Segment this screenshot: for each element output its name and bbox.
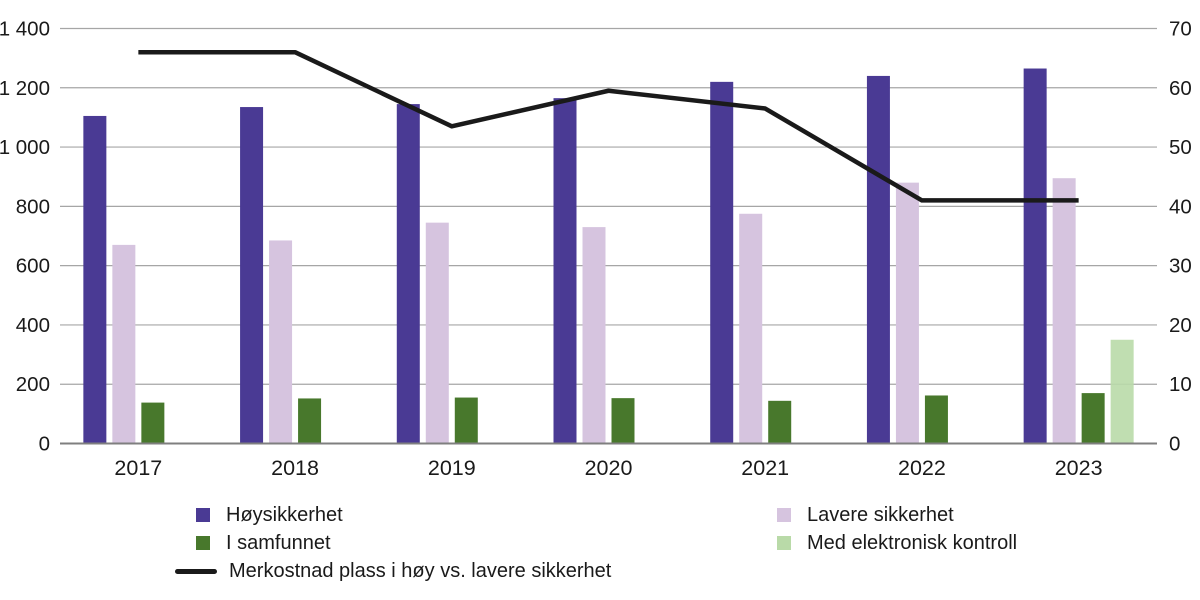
bar [240, 107, 264, 444]
line-series [138, 49, 1079, 203]
bar [768, 400, 792, 444]
legend-swatch-elektronisk-kontroll [777, 536, 791, 550]
right-axis-tick-label: 10 [1169, 373, 1192, 396]
bar [112, 244, 136, 444]
bar [1023, 68, 1047, 444]
bar [611, 398, 635, 444]
legend-column-left: Høysikkerhet I samfunnet Merkostnad plas… [175, 503, 612, 587]
right-axis-tick-label: 70 [1169, 18, 1192, 41]
bar [83, 115, 107, 444]
right-axis-tick-label: 20 [1169, 314, 1192, 337]
bar [1110, 339, 1134, 444]
legend-swatch-lavere-sikkerhet [777, 508, 791, 522]
left-axis-tick-label: 0 [39, 433, 50, 456]
bar [1081, 393, 1105, 444]
bar [141, 402, 165, 444]
right-axis-tick-label: 60 [1169, 77, 1192, 100]
x-axis-label: 2018 [271, 456, 319, 480]
x-axis-label: 2019 [428, 456, 476, 480]
x-axis-label: 2022 [898, 456, 946, 480]
left-axis-tick-label: 400 [16, 314, 50, 337]
bar [582, 227, 606, 444]
legend-label-lavere-sikkerhet: Lavere sikkerhet [807, 504, 954, 526]
x-axis-label: 2023 [1055, 456, 1103, 480]
bar [396, 104, 420, 444]
legend-item-elektronisk-kontroll: Med elektronisk kontroll [777, 531, 1017, 555]
x-axis-label: 2017 [114, 456, 162, 480]
left-axis-tick-label: 200 [16, 373, 50, 396]
legend-item-i-samfunnet: I samfunnet [196, 531, 611, 555]
right-axis-tick-label: 40 [1169, 195, 1192, 218]
legend-item-hoysikkerhet: Høysikkerhet [196, 503, 611, 527]
chart-legend: Høysikkerhet I samfunnet Merkostnad plas… [0, 503, 1200, 595]
bar [298, 398, 322, 444]
bar [739, 213, 763, 444]
left-axis-tick-label: 1 400 [0, 18, 50, 41]
legend-label-elektronisk-kontroll: Med elektronisk kontroll [807, 532, 1018, 554]
legend-label-hoysikkerhet: Høysikkerhet [226, 504, 343, 526]
bar [895, 182, 919, 444]
bar [269, 240, 293, 444]
legend-swatch-hoysikkerhet [196, 508, 210, 522]
legend-label-i-samfunnet: I samfunnet [226, 532, 331, 554]
bar [1052, 178, 1076, 444]
left-axis-tick-label: 800 [16, 195, 50, 218]
bar [425, 222, 449, 444]
legend-line-swatch-merkostnad [175, 568, 217, 574]
legend-item-lavere-sikkerhet: Lavere sikkerhet [777, 503, 1017, 527]
left-axis-tick-label: 1 200 [0, 77, 50, 100]
bar [454, 397, 478, 444]
right-axis-tick-label: 30 [1169, 255, 1192, 278]
right-axis-tick-label: 0 [1169, 433, 1180, 456]
left-axis-tick-label: 1 000 [0, 136, 50, 159]
x-axis-label: 2021 [741, 456, 789, 480]
legend-label-merkostnad: Merkostnad plass i høy vs. lavere sikker… [229, 560, 612, 582]
bar [924, 395, 948, 444]
legend-item-merkostnad: Merkostnad plass i høy vs. lavere sikker… [175, 559, 612, 583]
legend-swatch-i-samfunnet [196, 536, 210, 550]
combo-chart: 0 0 200 10 400 20 600 30 800 40 1 000 50 1 200 60 1 40… [0, 18, 1192, 481]
bar [710, 81, 734, 444]
legend-column-right: Lavere sikkerhet Med elektronisk kontrol… [777, 503, 1017, 559]
bar [553, 98, 577, 444]
bar [866, 75, 890, 444]
left-axis-tick-label: 600 [16, 255, 50, 278]
right-axis-tick-label: 50 [1169, 136, 1192, 159]
x-axis-label: 2020 [585, 456, 633, 480]
